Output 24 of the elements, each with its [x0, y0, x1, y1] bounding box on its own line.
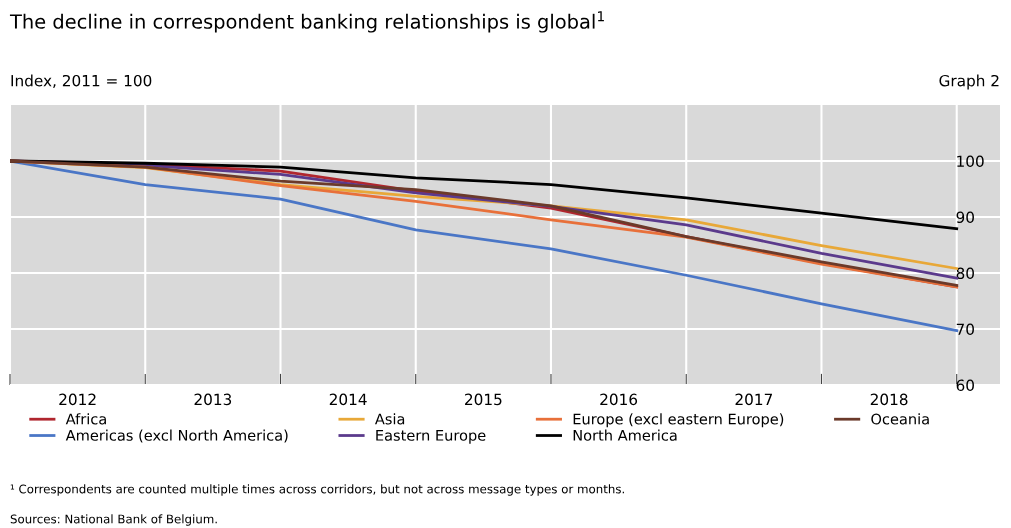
x-tick-label: 2014: [329, 393, 367, 406]
y-tick-label: 80: [956, 267, 974, 280]
x-tick-label: 2015: [465, 393, 502, 406]
legend-label: Asia: [374, 413, 405, 425]
text: ¹ Correspondents are counted multiple times across corridors, but not across message types or months.: [10, 484, 624, 496]
x-tick-label: 2017: [735, 393, 772, 406]
legend-label: Europe (excl eastern Europe): [573, 413, 784, 428]
x-tick-label: 2018: [870, 393, 908, 406]
chart-title: The decline in correspondent banking relationships is global$^{1}$: [9, 11, 604, 33]
y-tick-label: 90: [956, 211, 974, 224]
caption: Graph 2: [939, 74, 999, 90]
x-tick-label: 2016: [600, 393, 638, 406]
chart-subtitle: Index, 2011 = 100: [11, 74, 152, 88]
y-tick-label: 100: [957, 155, 984, 168]
legend-label: North America: [573, 429, 677, 441]
source-note: Sources: National Bank of Belgium.: [10, 514, 217, 526]
y-tick-label: 70: [956, 323, 974, 336]
x-tick-label: 2012: [59, 393, 96, 406]
legend-label: Oceania: [871, 413, 929, 425]
y-tick-label: 60: [956, 379, 974, 392]
legend-label: Africa: [65, 413, 106, 425]
legend-label: Eastern Europe: [376, 429, 486, 444]
x-tick-label: 2013: [194, 393, 232, 406]
legend-label: Americas (excl North America): [65, 429, 288, 443]
